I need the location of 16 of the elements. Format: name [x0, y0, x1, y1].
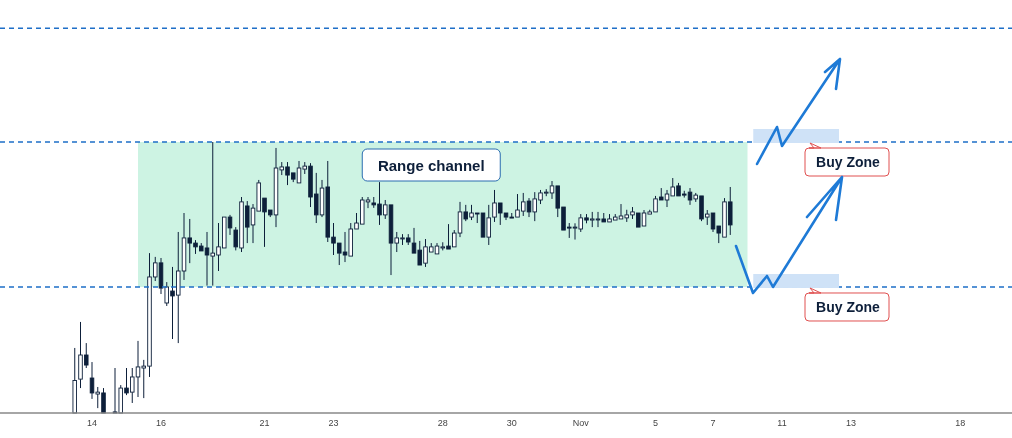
x-tick-label: 14: [86, 418, 98, 428]
x-tick-label: 11: [777, 418, 787, 428]
annotation: Buy Zone: [816, 298, 881, 315]
annotation: Buy Zone: [816, 154, 881, 170]
x-tick-label: Nov: [572, 418, 590, 428]
x-tick-label: 18: [955, 418, 966, 428]
x-tick-label: 5: [652, 418, 659, 428]
x-tick-label: 28: [437, 418, 448, 428]
x-tick-label: 13: [845, 418, 857, 428]
band-label: Range channel: [377, 157, 485, 174]
x-tick-label: 16: [155, 418, 167, 428]
candlestick: [72, 347, 77, 414]
x-tick-label: 7: [710, 418, 716, 428]
x-tick-label: 30: [506, 418, 517, 428]
x-tick-label: 23: [328, 418, 339, 428]
x-tick-label: 21: [259, 418, 270, 428]
